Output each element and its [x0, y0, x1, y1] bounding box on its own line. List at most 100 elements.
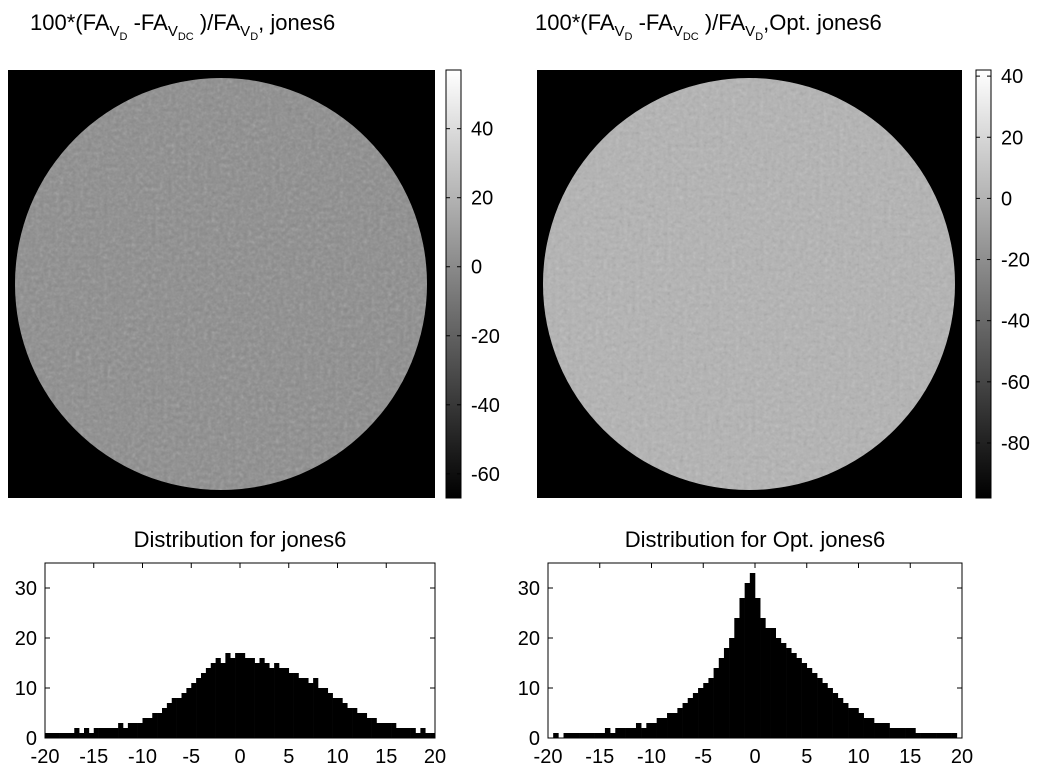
- bar: [64, 733, 70, 738]
- chart-title: Distribution for Opt. jones6: [625, 527, 885, 552]
- x-tick-label: 20: [951, 746, 973, 768]
- bar: [313, 678, 319, 738]
- bar: [123, 728, 129, 738]
- bar: [400, 728, 407, 738]
- bar: [718, 658, 725, 738]
- bar: [430, 733, 436, 738]
- bar: [396, 728, 402, 738]
- bar: [661, 718, 668, 738]
- bar: [780, 643, 787, 738]
- bar: [941, 733, 947, 738]
- bar: [84, 728, 90, 738]
- bar: [594, 733, 601, 738]
- bar: [137, 723, 143, 738]
- image-texture: [543, 78, 955, 490]
- bar: [651, 723, 657, 738]
- bar: [337, 698, 343, 738]
- bar: [589, 733, 595, 738]
- bar: [630, 728, 637, 738]
- bar: [910, 728, 916, 738]
- bar: [936, 733, 942, 738]
- bar: [327, 693, 333, 738]
- bar: [176, 698, 182, 738]
- bar: [59, 733, 65, 738]
- bar: [568, 733, 575, 738]
- bar: [230, 658, 236, 738]
- bar: [946, 733, 952, 738]
- bar: [801, 663, 808, 738]
- bar: [615, 728, 621, 738]
- bar: [108, 728, 114, 738]
- bar: [88, 733, 95, 738]
- x-tick-label: -15: [585, 746, 614, 768]
- colorbar-tick-label: 0: [471, 257, 482, 279]
- bar: [381, 723, 387, 738]
- colorbar-tick-label: -20: [1001, 250, 1030, 272]
- bar: [332, 698, 338, 738]
- bar: [391, 723, 397, 738]
- bar: [279, 668, 285, 738]
- bar: [723, 648, 730, 738]
- bar: [698, 688, 704, 738]
- bar: [874, 723, 880, 738]
- bar: [415, 733, 421, 738]
- bar: [905, 728, 911, 738]
- bar: [201, 673, 207, 738]
- bar: [74, 728, 80, 738]
- bar: [920, 733, 927, 738]
- bar: [293, 673, 299, 738]
- x-tick-label: 0: [234, 746, 245, 768]
- bar: [342, 703, 348, 738]
- bar: [220, 663, 226, 738]
- bar: [641, 728, 647, 738]
- bar: [817, 678, 823, 738]
- x-tick-label: 0: [749, 746, 760, 768]
- colorbar-tick-label: 0: [1001, 188, 1012, 210]
- bar: [760, 618, 766, 738]
- bar: [181, 693, 187, 738]
- bar: [303, 678, 309, 738]
- bar: [620, 728, 626, 738]
- bar: [171, 698, 177, 738]
- bar: [347, 708, 353, 738]
- y-tick-label: 20: [15, 628, 37, 650]
- colorbar-tick-label: -40: [1001, 311, 1030, 333]
- bar: [196, 678, 202, 738]
- x-tick-label: 20: [424, 746, 446, 768]
- x-tick-label: 10: [847, 746, 869, 768]
- bar: [822, 683, 828, 738]
- bar: [563, 733, 569, 738]
- bar: [749, 573, 756, 738]
- bar: [225, 653, 231, 738]
- bar: [677, 708, 683, 738]
- x-tick-label: -5: [182, 746, 200, 768]
- bar: [604, 728, 611, 738]
- bar: [162, 708, 168, 738]
- bar: [357, 713, 363, 738]
- bar: [687, 698, 694, 738]
- bar: [610, 733, 616, 738]
- bar: [868, 718, 875, 738]
- bar: [235, 653, 241, 738]
- bar: [930, 733, 937, 738]
- bar: [755, 598, 761, 738]
- bar: [405, 728, 411, 738]
- x-tick-label: 10: [326, 746, 348, 768]
- bar: [318, 688, 324, 738]
- bar: [708, 678, 714, 738]
- bar: [770, 628, 776, 738]
- x-tick-label: 5: [801, 746, 812, 768]
- bar: [386, 723, 392, 738]
- bar: [366, 718, 372, 738]
- bar: [274, 663, 280, 738]
- bar: [796, 658, 802, 738]
- bar: [656, 718, 663, 738]
- bar: [573, 733, 580, 738]
- bar: [98, 728, 104, 738]
- bar: [259, 658, 265, 738]
- y-tick-label: 0: [529, 728, 540, 750]
- bar: [791, 653, 797, 738]
- bar: [376, 723, 382, 738]
- bar: [811, 673, 818, 738]
